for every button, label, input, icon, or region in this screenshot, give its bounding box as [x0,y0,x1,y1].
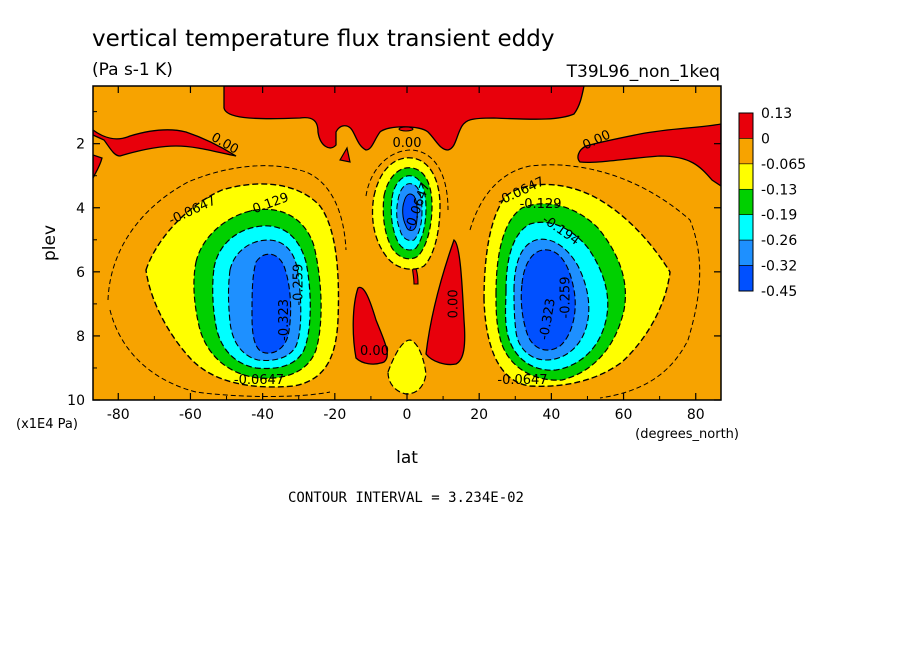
y-tick-label: 4 [76,201,85,217]
contour-label: -0.129 [520,197,562,212]
positive-region-small [339,146,351,163]
positive-region-left [93,129,237,157]
run-label: T39L96_non_1keq [566,62,720,82]
y-units-label: (x1E4 Pa) [16,417,78,432]
colorbar-swatch [738,239,754,266]
contour-label: -0.323 [537,297,559,341]
x-axis-label: lat [396,448,418,468]
contour-label: -0.323 [277,299,292,341]
contour-label: 0.00 [393,136,422,151]
negative-cell-equator [371,157,441,270]
units-label: (Pa s-1 K) [92,60,173,80]
colorbar-label: -0.32 [761,259,797,275]
colorbar-frame [738,112,754,292]
colorbar-swatch [738,112,754,139]
plot-area [93,86,721,400]
contour-interval: CONTOUR INTERVAL = 3.234E-02 [288,490,524,506]
x-tick-label: 60 [615,407,633,423]
y-tick-label: 10 [67,393,85,409]
contour-label: -0.259 [558,277,573,319]
colorbar-label: 0 [761,131,770,147]
x-tick-label: 40 [542,407,560,423]
x-tick-label: 80 [687,407,705,423]
colorbar-label: 0.13 [761,106,792,122]
x-tick-label: 0 [403,407,412,423]
y-tick-label: 8 [76,329,85,345]
y-axis-label: plev [40,225,60,261]
contour-label: 0.00 [360,344,389,359]
colorbar-swatch [738,188,754,216]
positive-region-lower-left [352,286,388,365]
contour-label: -0.0647 [234,373,284,388]
positive-region-tiny [398,126,414,132]
colorbar-label: -0.19 [761,208,797,224]
contour-label: 0.00 [447,289,462,318]
positive-region-top [223,86,585,151]
contour-label: -0.259 [291,264,306,306]
negative-cell-left [145,183,340,388]
x-tick-label: -20 [323,407,346,423]
x-tick-label: -40 [251,407,274,423]
colorbar-label: -0.45 [761,284,797,300]
chart-title: vertical temperature flux transient eddy [92,26,554,52]
negative-cell-right [483,183,671,387]
colorbar-swatch [738,214,754,241]
colorbar-swatch [738,265,754,292]
y-tick-label: 2 [76,137,85,153]
contour-label: -0.0647 [497,373,547,388]
x-tick-label: -80 [107,407,130,423]
colorbar-label: -0.065 [761,157,806,173]
negative-cell-lower-equator [387,339,427,395]
y-tick-label: 6 [76,265,85,281]
x-tick-label: -60 [179,407,202,423]
positive-region-lower-right [425,238,466,366]
y-axis-ticks: 2 4 6 8 10 [67,111,721,409]
x-axis-ticks: -80 -60 -40 -20 0 20 40 60 80 [107,86,705,423]
x-tick-label: 20 [470,407,488,423]
colorbar-swatch [738,163,754,190]
colorbar-label: -0.13 [761,182,797,198]
positive-region-right [577,123,721,187]
colorbar-swatch [738,138,754,165]
x-units-label: (degrees_north) [635,427,739,442]
colorbar-label: -0.26 [761,233,797,249]
outer-contours [107,149,701,399]
colorbar: 0.13 0 -0.065 -0.13 -0.19 -0.26 -0.32 -0.45 [738,106,806,300]
